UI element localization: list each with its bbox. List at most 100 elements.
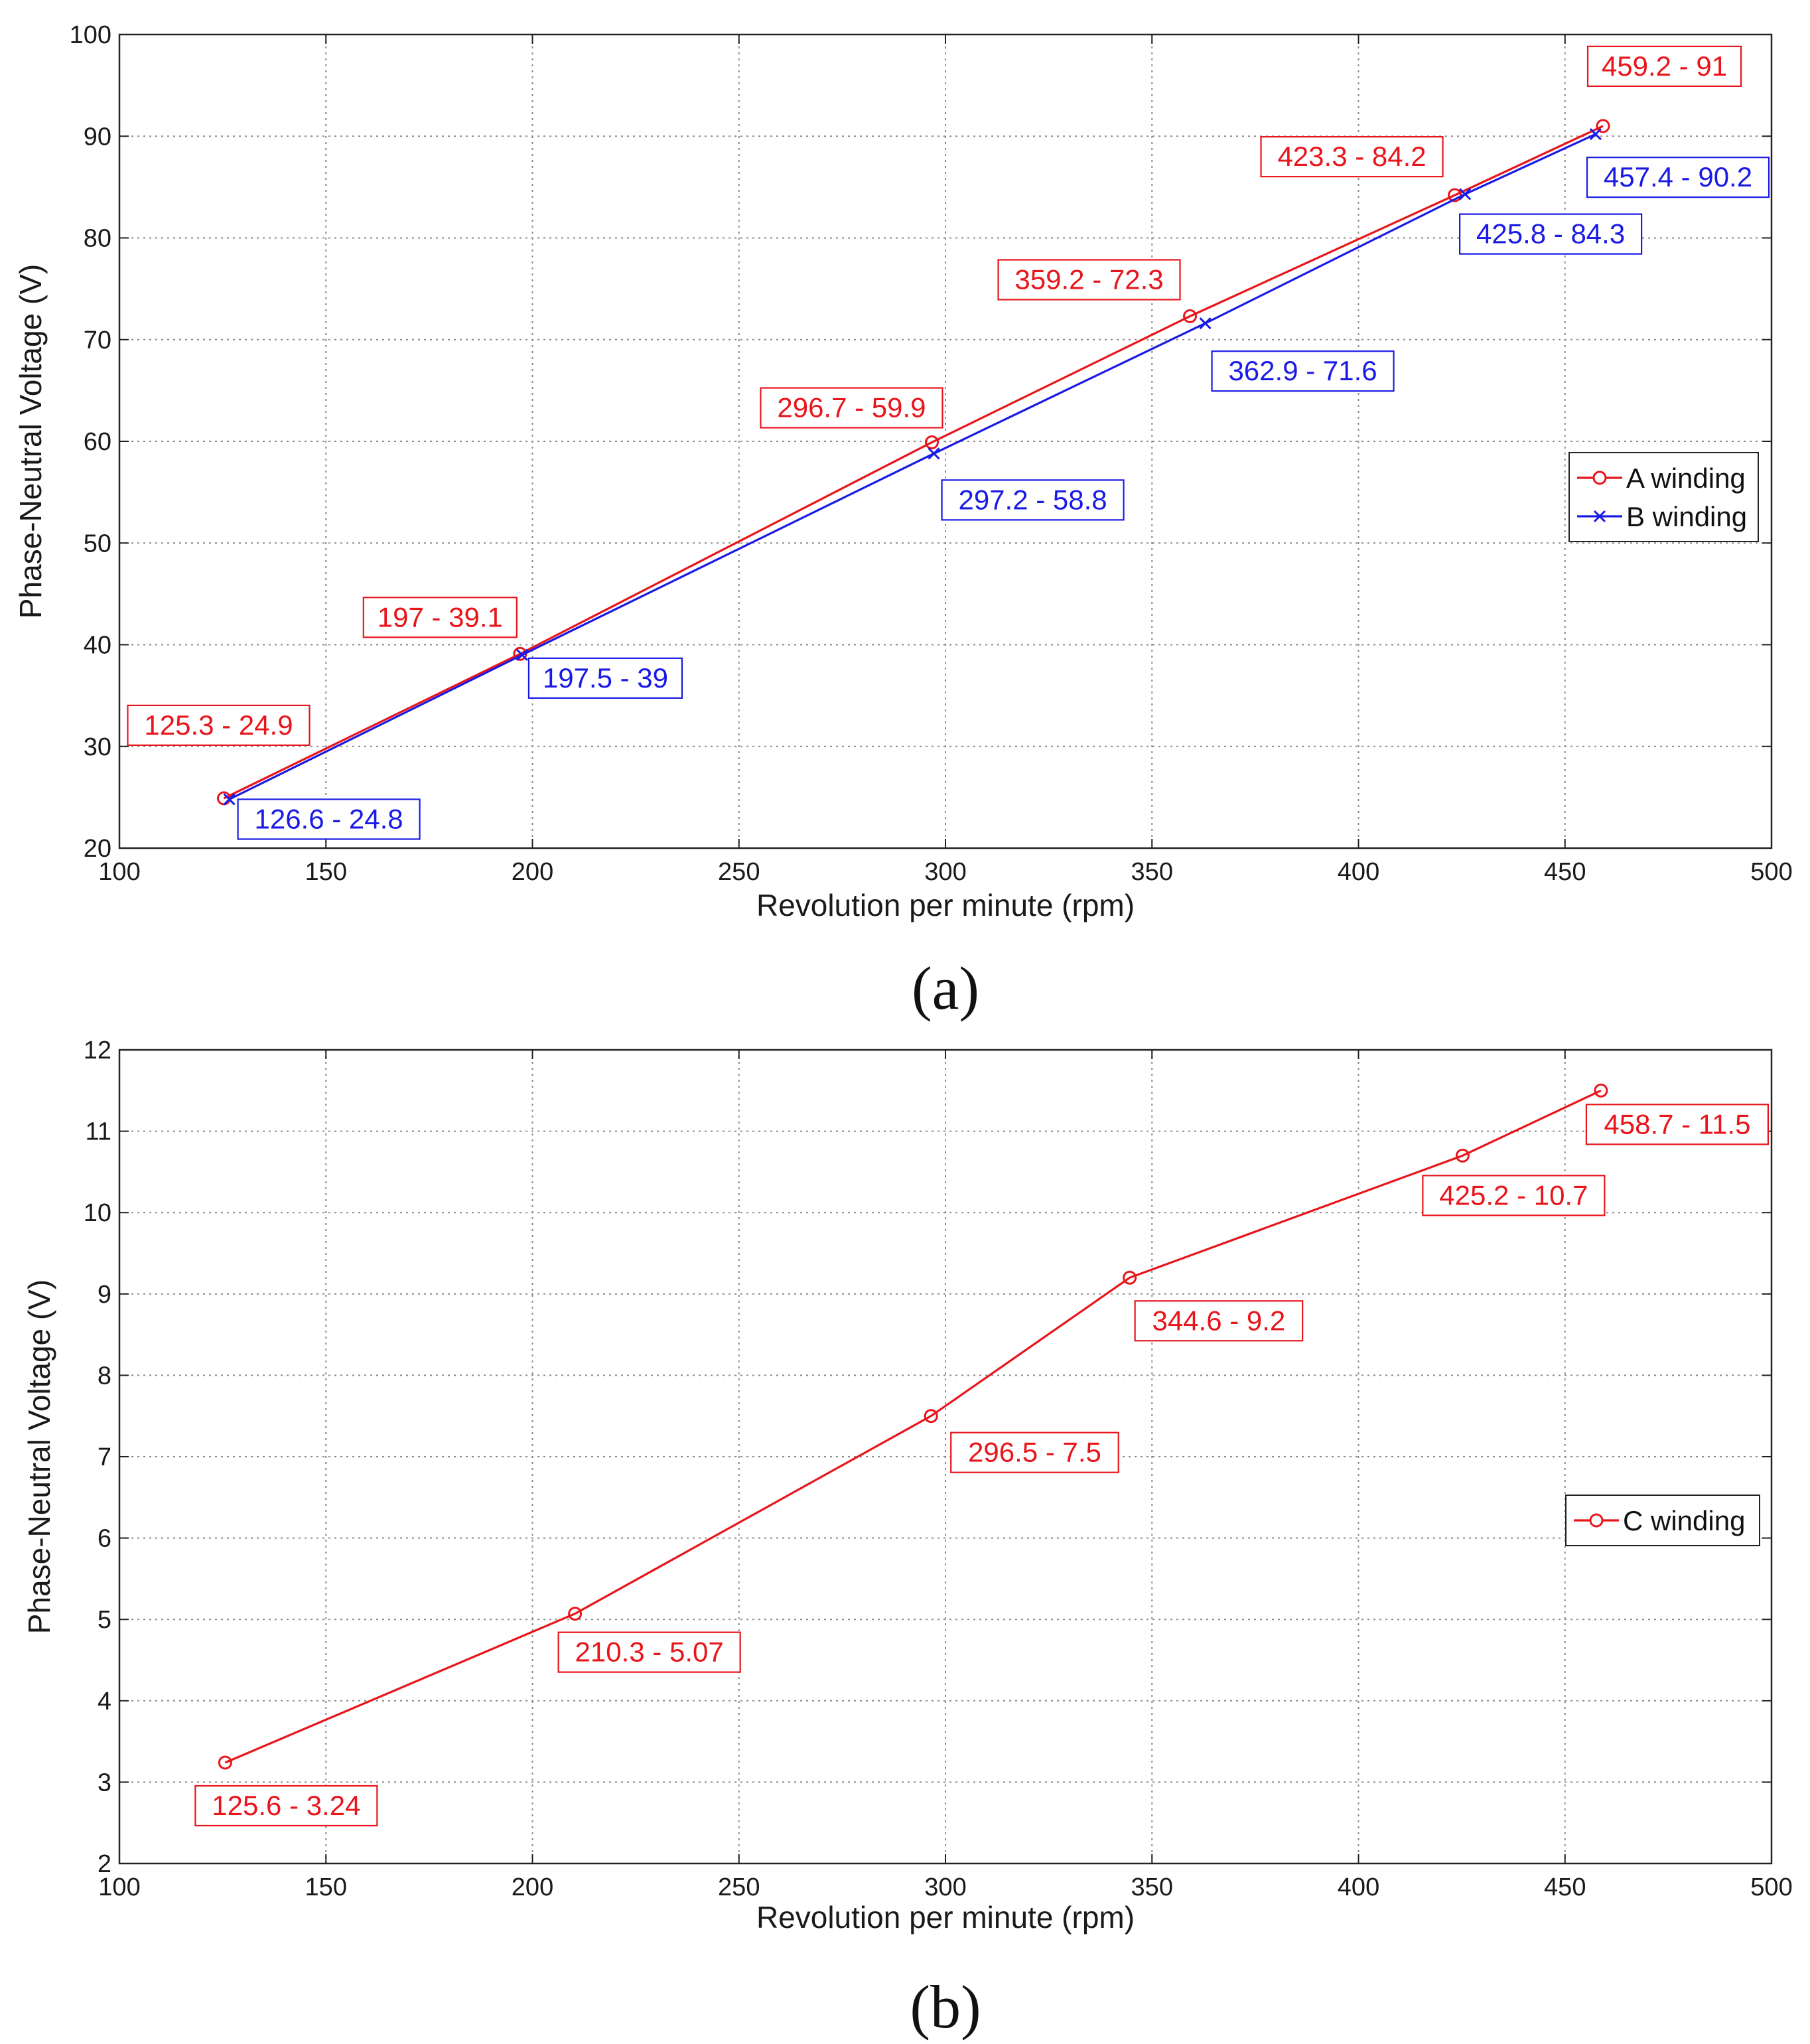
figure-caption: (a) xyxy=(912,954,979,1022)
data-label-box xyxy=(362,597,518,638)
data-label-box xyxy=(1134,1300,1304,1342)
y-tick-label: 11 xyxy=(86,1118,111,1146)
data-point-x xyxy=(1199,317,1212,330)
data-point-circle xyxy=(218,1755,232,1770)
series-line xyxy=(224,1089,1602,1764)
data-point-x xyxy=(223,793,236,806)
data-label: 126.6 - 24.8 xyxy=(254,803,403,834)
data-label-box xyxy=(1586,45,1742,88)
y-tick-label: 2 xyxy=(98,1850,111,1878)
data-label-box xyxy=(527,657,683,699)
data-label-box xyxy=(127,704,311,747)
data-labels-c-winding: 125.6 - 3.24 210.3 - 5.07 296.5 - 7.5 344.6… xyxy=(194,1104,1770,1827)
data-label-box xyxy=(1260,136,1444,178)
y-tick-label: 60 xyxy=(84,428,111,456)
data-label-box xyxy=(1586,157,1770,198)
data-label: 425.2 - 10.7 xyxy=(1439,1179,1588,1210)
data-point-circle xyxy=(1183,309,1198,324)
series-b-winding xyxy=(223,128,1602,806)
x-tick-label: 400 xyxy=(1338,1873,1379,1901)
data-point-circle xyxy=(1123,1270,1137,1285)
data-label: 344.6 - 9.2 xyxy=(1152,1305,1285,1336)
legend-marker-x xyxy=(1593,510,1606,523)
data-point-x xyxy=(516,648,528,661)
data-label: 359.2 - 72.3 xyxy=(1014,264,1163,295)
x-tick-label: 150 xyxy=(305,1873,347,1901)
x-tick-label: 250 xyxy=(718,1873,760,1901)
data-point-circle xyxy=(568,1607,583,1621)
x-tick-label: 350 xyxy=(1131,1873,1173,1901)
series-line xyxy=(228,133,1596,800)
chart-a: 100 150 200 250 300 350 400 450 500 20 30 40 50 60 70 8… xyxy=(13,21,1793,1022)
legend-marker-circle xyxy=(1592,471,1607,485)
y-tick-label: 8 xyxy=(98,1362,111,1390)
x-tick-label: 100 xyxy=(98,858,140,886)
data-label: 296.7 - 59.9 xyxy=(777,392,926,423)
y-tick-label: 50 xyxy=(84,530,111,557)
gridlines xyxy=(119,1050,1772,1863)
data-label: 457.4 - 90.2 xyxy=(1604,161,1752,192)
figure-caption: (b) xyxy=(910,1973,981,2041)
data-labels-a-winding: 125.3 - 24.9 197 - 39.1 296.7 - 59.9 359.2 … xyxy=(127,45,1742,747)
chart-b: 100 150 200 250 300 350 400 450 500 2 3 4 5 6 7 8 9 10 11 1… xyxy=(22,1037,1793,2041)
x-tick-label: 500 xyxy=(1750,858,1792,886)
x-tick-label: 100 xyxy=(98,1873,140,1901)
legend-entry: B winding xyxy=(1626,501,1747,532)
y-tick-label: 80 xyxy=(84,225,111,253)
x-axis-label: Revolution per minute (rpm) xyxy=(756,1900,1135,1935)
data-label: 197 - 39.1 xyxy=(378,601,503,632)
legend-entry: A winding xyxy=(1626,463,1746,494)
legend: C winding xyxy=(1565,1495,1760,1546)
x-tick-label: 450 xyxy=(1544,1873,1586,1901)
x-tick-label: 200 xyxy=(512,1873,553,1901)
data-label-box xyxy=(941,479,1125,521)
data-label: 125.3 - 24.9 xyxy=(144,709,293,741)
series-a-winding xyxy=(216,119,1610,806)
data-label-box xyxy=(1585,1104,1770,1145)
data-point-x xyxy=(1459,188,1472,200)
y-tick-label: 3 xyxy=(98,1769,111,1796)
data-label-box xyxy=(194,1785,378,1827)
y-tick-label: 20 xyxy=(84,835,111,863)
legend: A winding B winding xyxy=(1568,452,1759,542)
data-labels-b-winding: 126.6 - 24.8 197.5 - 39 297.2 - 58.8 362.9 … xyxy=(237,157,1770,840)
data-label: 423.3 - 84.2 xyxy=(1277,141,1426,172)
data-label: 458.7 - 11.5 xyxy=(1604,1108,1750,1139)
data-point-x xyxy=(928,447,940,460)
x-tick-label: 300 xyxy=(924,1873,966,1901)
data-point-circle xyxy=(1596,119,1610,133)
y-tick-label: 90 xyxy=(84,123,111,151)
x-axis-label: Revolution per minute (rpm) xyxy=(756,888,1135,922)
data-label: 296.5 - 7.5 xyxy=(968,1437,1101,1468)
data-point-circle xyxy=(924,1409,938,1424)
data-label-box xyxy=(557,1631,741,1673)
y-tick-label: 40 xyxy=(84,632,111,660)
y-tick-label: 6 xyxy=(98,1525,111,1553)
series-line xyxy=(223,125,1604,800)
data-label: 459.2 - 91 xyxy=(1602,50,1727,82)
data-label-box xyxy=(1422,1175,1606,1216)
data-label-box xyxy=(997,259,1181,301)
legend-marker-circle xyxy=(1589,1513,1604,1528)
y-tick-label: 5 xyxy=(98,1606,111,1634)
x-tick-label: 350 xyxy=(1131,858,1173,886)
legend-box xyxy=(1568,452,1759,542)
y-tick-label: 10 xyxy=(84,1199,111,1227)
x-tick-label: 450 xyxy=(1544,858,1586,886)
x-tick-label: 300 xyxy=(924,858,966,886)
y-tick-label: 100 xyxy=(70,21,111,49)
data-label-box xyxy=(1211,350,1395,392)
data-label-box xyxy=(950,1431,1119,1473)
gridlines xyxy=(119,35,1772,848)
x-tick-label: 200 xyxy=(512,858,553,886)
data-label: 425.8 - 84.3 xyxy=(1476,218,1625,250)
data-label-box xyxy=(1459,213,1643,255)
x-tick-label: 150 xyxy=(305,858,347,886)
y-tick-label: 30 xyxy=(84,733,111,761)
legend-entry: C winding xyxy=(1623,1505,1745,1536)
data-label-box xyxy=(237,798,421,840)
y-axis-label: Phase-Neutral Voltage (V) xyxy=(22,1279,56,1634)
data-label-box xyxy=(760,387,943,429)
data-point-circle xyxy=(924,435,939,450)
data-point-circle xyxy=(1594,1083,1608,1098)
